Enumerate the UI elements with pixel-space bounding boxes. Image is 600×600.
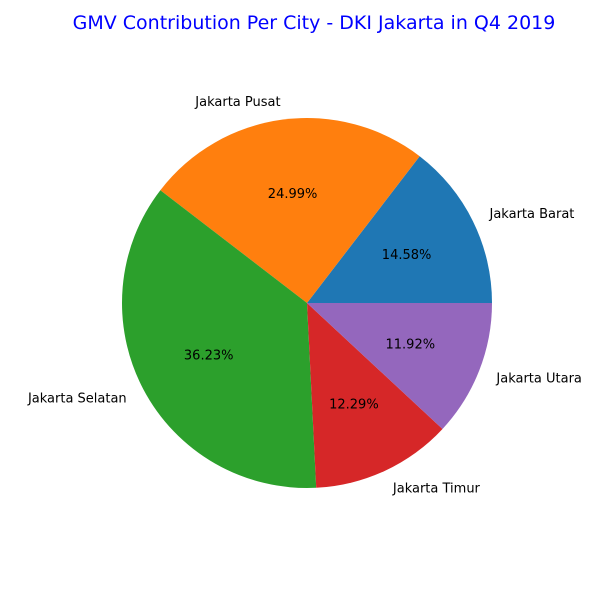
- percent-label-jakarta-selatan: 36.23%: [184, 349, 234, 364]
- pie-slice-jakarta-selatan: [121, 190, 317, 488]
- percent-label-jakarta-utara: 11.92%: [386, 338, 436, 353]
- pie-slice-jakarta-utara: [307, 303, 492, 429]
- slice-label-jakarta-utara: Jakarta Utara: [495, 371, 582, 386]
- pie-slice-jakarta-timur: [307, 303, 443, 488]
- percent-label-jakarta-barat: 14.58%: [382, 248, 432, 263]
- pie-slice-jakarta-barat: [307, 156, 492, 303]
- percent-label-jakarta-pusat: 24.99%: [268, 187, 318, 202]
- percent-label-jakarta-timur: 12.29%: [329, 398, 379, 413]
- slice-labels: Jakarta Barat Jakarta Pusat Jakarta Selata…: [27, 95, 582, 496]
- pie-slices: [121, 117, 492, 488]
- pie-slice-jakarta-pusat: [160, 117, 420, 303]
- slice-label-jakarta-pusat: Jakarta Pusat: [194, 95, 280, 110]
- percent-labels: 14.58% 24.99% 36.23% 12.29% 11.92%: [184, 187, 435, 413]
- chart-title: GMV Contribution Per City - DKI Jakarta …: [73, 12, 556, 34]
- slice-label-jakarta-timur: Jakarta Timur: [392, 482, 481, 497]
- slice-label-jakarta-selatan: Jakarta Selatan: [27, 391, 127, 406]
- slice-label-jakarta-barat: Jakarta Barat: [489, 207, 575, 222]
